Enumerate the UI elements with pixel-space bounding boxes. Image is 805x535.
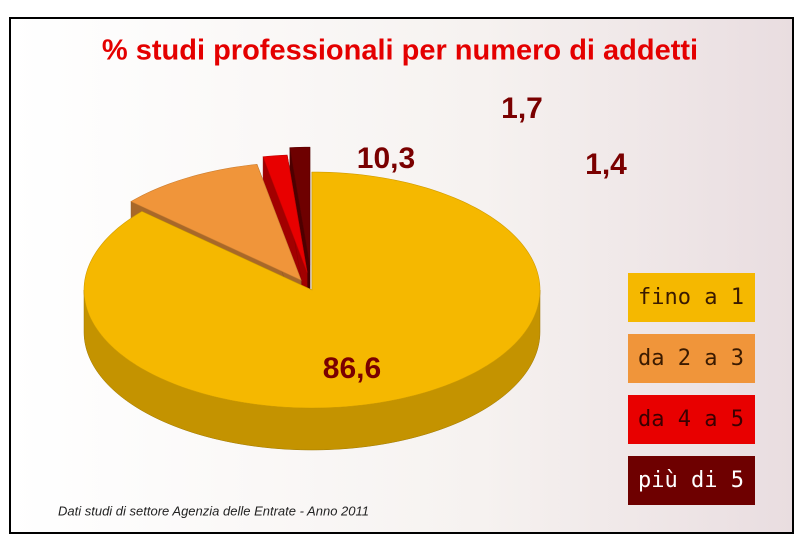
data-label: 1,4 [585,148,627,181]
data-label: 10,3 [357,142,415,175]
legend-label: da 4 a 5 [638,407,744,432]
legend-label: fino a 1 [638,285,744,310]
slice [289,146,311,266]
legend-swatch [628,456,755,505]
slice [262,154,308,273]
legend-swatch [628,273,755,322]
legend-label: più di 5 [638,468,744,493]
footnote: Dati studi di settore Agenzia delle Entr… [58,503,369,518]
chart-title: % studi professionali per numero di adde… [102,35,698,67]
legend-label: da 2 a 3 [638,346,744,371]
data-label: 1,7 [501,92,543,125]
slice [130,164,302,281]
data-label: 86,6 [323,352,381,385]
slice [83,171,541,409]
legend-swatch [628,334,755,383]
legend-swatch [628,395,755,444]
